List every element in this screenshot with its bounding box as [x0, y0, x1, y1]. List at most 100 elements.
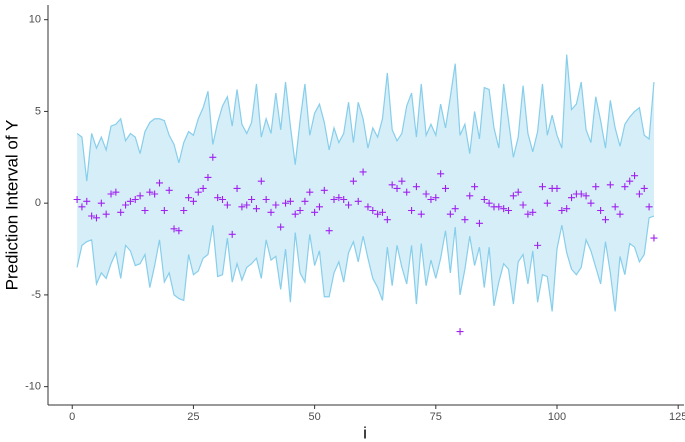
point	[529, 208, 537, 216]
point	[238, 203, 246, 211]
point	[451, 205, 459, 213]
point	[461, 216, 469, 224]
point	[126, 197, 134, 205]
point	[480, 195, 488, 203]
point	[92, 214, 100, 222]
point	[563, 205, 571, 213]
point	[286, 197, 294, 205]
x-tick-label: 75	[430, 411, 442, 423]
point	[155, 179, 163, 187]
point	[340, 195, 348, 203]
point	[475, 219, 483, 227]
point	[252, 205, 260, 213]
point	[262, 195, 270, 203]
point	[364, 203, 372, 211]
point	[495, 203, 503, 211]
point	[616, 210, 624, 218]
point	[165, 186, 173, 194]
x-tick-label: 25	[187, 411, 199, 423]
point	[315, 203, 323, 211]
point	[102, 210, 110, 218]
point	[311, 208, 319, 216]
point	[354, 197, 362, 205]
x-tick-label: 100	[548, 411, 566, 423]
point	[117, 208, 125, 216]
point	[107, 190, 115, 198]
y-tick-label: -10	[25, 381, 41, 393]
point	[640, 184, 648, 192]
point	[136, 192, 144, 200]
point	[558, 207, 566, 215]
point	[505, 207, 513, 215]
point	[257, 177, 265, 185]
point	[601, 216, 609, 224]
point	[456, 328, 464, 336]
point	[248, 195, 256, 203]
point	[398, 177, 406, 185]
point	[301, 197, 309, 205]
point	[568, 194, 576, 202]
point	[645, 203, 653, 211]
x-tick-label: 0	[69, 411, 75, 423]
y-axis-title: Prediction Interval of Y	[2, 120, 21, 291]
point	[180, 207, 188, 215]
point	[582, 192, 590, 200]
point	[228, 230, 236, 238]
point	[122, 201, 130, 209]
point	[189, 197, 197, 205]
point	[393, 184, 401, 192]
band-lower	[76, 215, 655, 312]
x-axis-title: i	[363, 423, 367, 442]
point	[534, 241, 542, 249]
point	[291, 210, 299, 218]
x-tick-label: 50	[308, 411, 320, 423]
point	[524, 210, 532, 218]
y-tick-label: 10	[29, 14, 41, 26]
point	[330, 195, 338, 203]
point	[471, 183, 479, 191]
point	[349, 177, 357, 185]
point	[112, 188, 120, 196]
point	[378, 208, 386, 216]
point	[417, 210, 425, 218]
point	[88, 212, 96, 220]
y-tick-label: 0	[35, 197, 41, 209]
point	[621, 183, 629, 191]
point	[369, 207, 377, 215]
point	[223, 201, 231, 209]
point	[500, 205, 508, 213]
point	[408, 207, 416, 215]
x-tick-label: 125	[669, 411, 685, 423]
point	[412, 183, 420, 191]
point	[160, 207, 168, 215]
point	[204, 173, 212, 181]
point	[388, 181, 396, 189]
band-upper	[76, 54, 655, 182]
point	[514, 188, 522, 196]
point	[509, 192, 517, 200]
band-fill	[77, 54, 654, 312]
point	[592, 183, 600, 191]
point	[383, 216, 391, 224]
point	[631, 172, 639, 180]
point	[306, 188, 314, 196]
point	[267, 208, 275, 216]
point	[277, 223, 285, 231]
point	[233, 184, 241, 192]
point	[282, 199, 290, 207]
point	[131, 195, 139, 203]
point	[587, 199, 595, 207]
point	[374, 210, 382, 218]
y-tick-label: -5	[31, 289, 41, 301]
point	[422, 190, 430, 198]
point	[170, 225, 178, 233]
point	[199, 184, 207, 192]
point	[403, 188, 411, 196]
point	[437, 170, 445, 178]
point	[97, 199, 105, 207]
point	[73, 195, 81, 203]
point	[359, 168, 367, 176]
point	[538, 183, 546, 191]
point	[320, 186, 328, 194]
